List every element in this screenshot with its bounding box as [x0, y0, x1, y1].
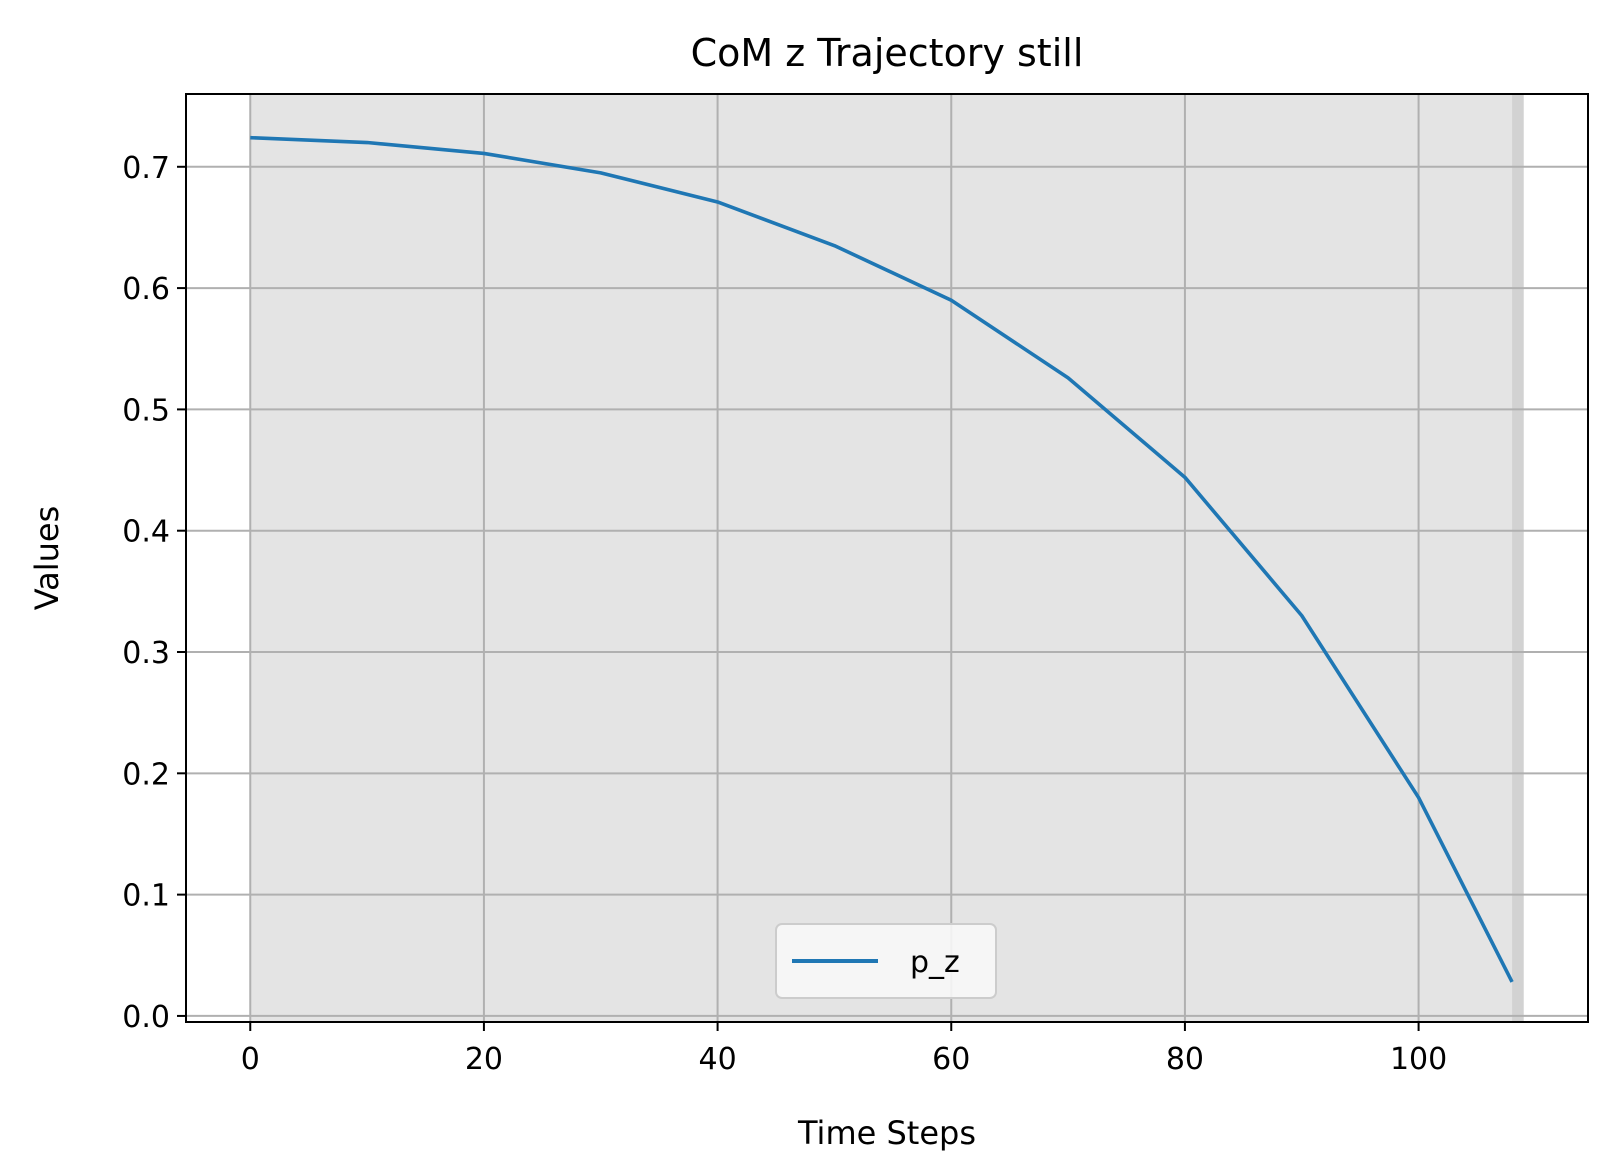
y-tick-label-1: 0.1: [122, 879, 170, 914]
x-axis-ticks: 0 20 40 60 80 100: [241, 1022, 1447, 1077]
grid: [186, 94, 1588, 1022]
legend: p_z: [775, 923, 997, 999]
y-tick-label-2: 0.2: [122, 757, 170, 792]
x-tick-label-3: 60: [932, 1042, 970, 1077]
series-layer: [250, 135, 1514, 983]
y-tick-label-3: 0.3: [122, 636, 170, 671]
x-tick-label-5: 100: [1390, 1042, 1447, 1077]
y-tick-label-0: 0.0: [122, 1000, 170, 1035]
x-tick-label-4: 80: [1166, 1042, 1204, 1077]
x-tick-label-1: 20: [465, 1042, 503, 1077]
x-tick-label-0: 0: [241, 1042, 260, 1077]
y-tick-label-4: 0.4: [122, 515, 170, 550]
y-tick-label-7: 0.7: [122, 151, 170, 186]
legend-label: p_z: [910, 945, 960, 980]
shaded-span-0: [250, 94, 1513, 1022]
y-tick-label-6: 0.6: [122, 272, 170, 307]
y-axis-label: Values: [28, 506, 66, 611]
chart-title: CoM z Trajectory still: [691, 31, 1084, 75]
series-line-p_z: [250, 135, 1514, 983]
y-tick-label-5: 0.5: [122, 393, 170, 428]
legend-box: [775, 923, 997, 999]
y-axis-ticks: 0.0 0.1 0.2 0.3 0.4 0.5 0.6 0.7: [122, 151, 186, 1035]
shaded-span-1: [1512, 94, 1524, 1022]
plot-frame: [185, 93, 1589, 1023]
x-axis-label: Time Steps: [797, 1114, 976, 1152]
plot-area: [185, 93, 1589, 1023]
shaded-spans: [250, 94, 1524, 1022]
x-tick-label-2: 40: [698, 1042, 736, 1077]
